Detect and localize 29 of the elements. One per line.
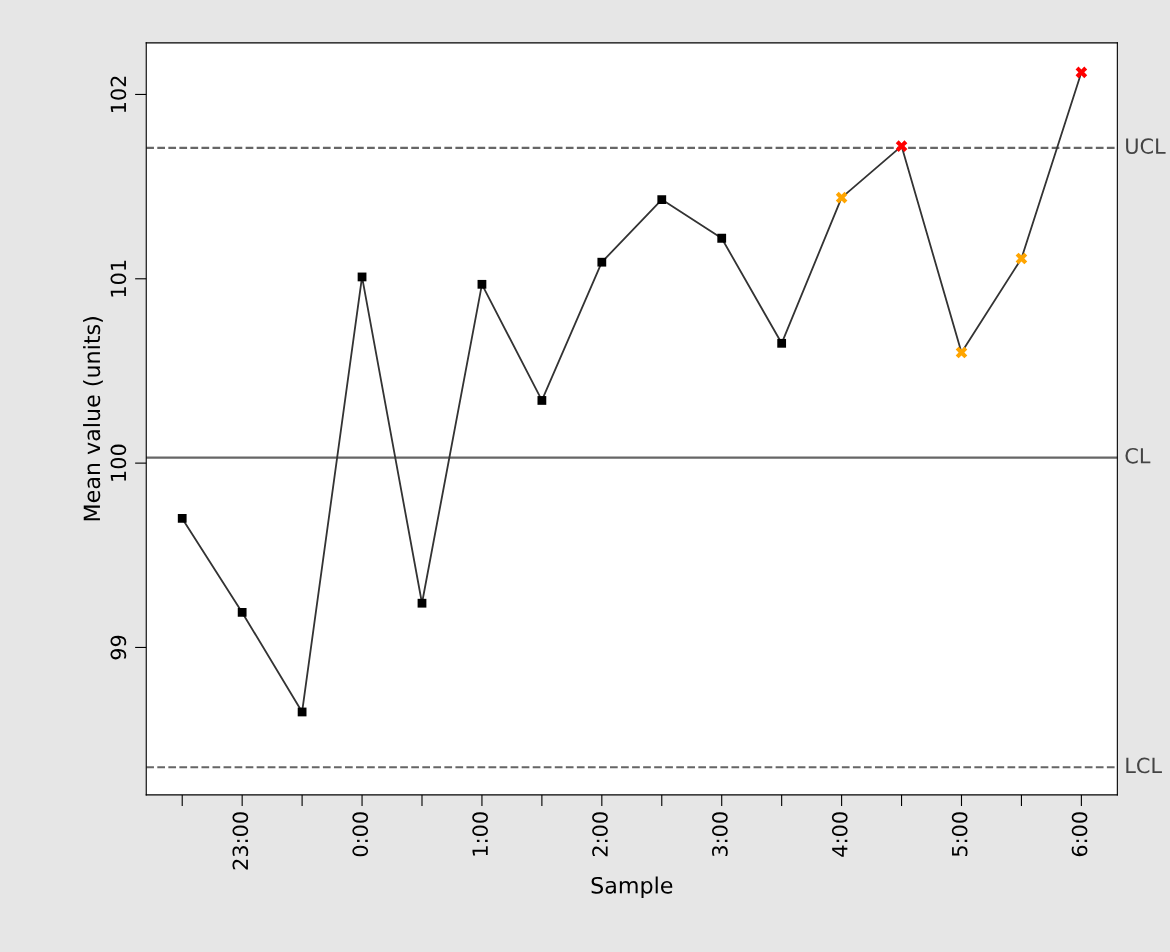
- point: [1075, 66, 1088, 79]
- x-tick-label: 3:00: [712, 812, 728, 857]
- x-tick-label: 6:00: [1071, 812, 1088, 857]
- point: [657, 195, 667, 204]
- point: [177, 514, 187, 523]
- x-tick-label: 0:00: [352, 812, 369, 857]
- point: [777, 338, 787, 348]
- ref-line-label: LCL: [1126, 757, 1162, 774]
- y-tick-label: 99: [110, 635, 127, 660]
- point: [597, 257, 607, 267]
- point: [237, 608, 247, 617]
- y-tick-label: 102: [110, 76, 127, 113]
- x-tick-label: 2:00: [592, 812, 608, 857]
- point: [477, 279, 487, 289]
- x-tick-label: 1:00: [472, 812, 488, 856]
- y-tick-label: 100: [110, 444, 127, 481]
- x-tick-label: 5:00: [951, 812, 968, 857]
- x-tick-label: 23:00: [232, 812, 249, 870]
- ref-line-label: UCL: [1126, 138, 1166, 154]
- point: [717, 233, 727, 243]
- y-axis-title: Mean value (units): [83, 317, 103, 521]
- point: [835, 191, 848, 204]
- y-tick-label: 101: [110, 260, 127, 297]
- point: [537, 396, 547, 405]
- point: [895, 140, 908, 152]
- x-axis-title: Sample: [591, 876, 673, 898]
- point: [417, 598, 427, 608]
- x-tick-label: 4:00: [831, 812, 848, 857]
- ref-line-label: CL: [1125, 447, 1151, 464]
